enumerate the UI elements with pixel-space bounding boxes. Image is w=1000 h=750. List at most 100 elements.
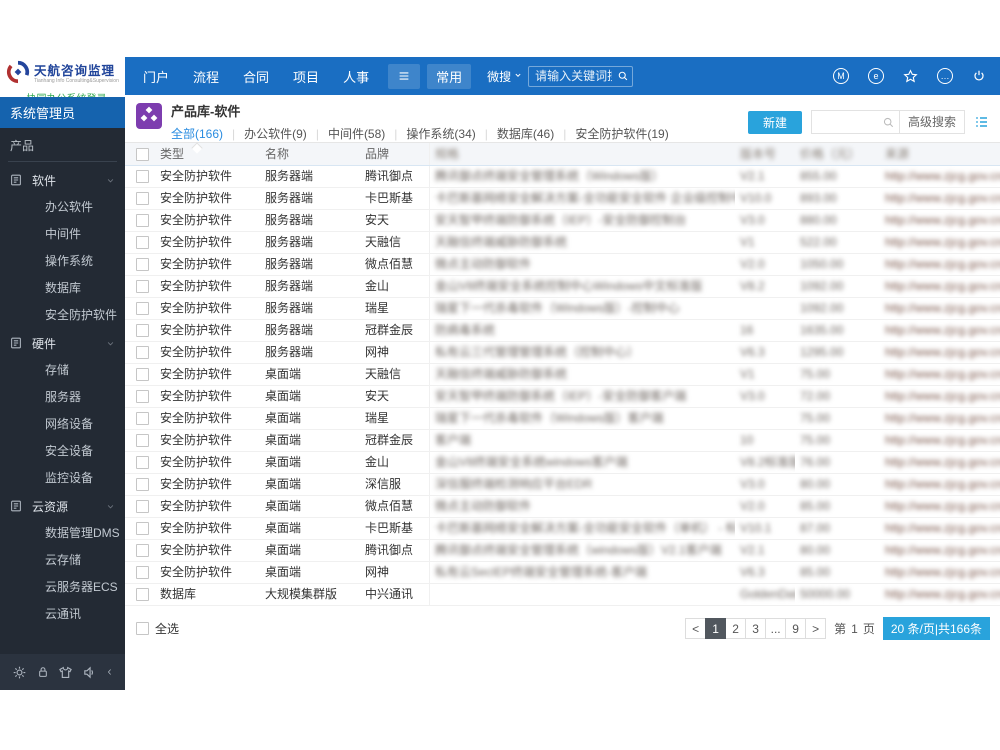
row-checkbox[interactable] xyxy=(136,236,149,249)
row-checkbox[interactable] xyxy=(136,280,149,293)
row-checkbox[interactable] xyxy=(136,324,149,337)
sidebar-group[interactable]: 云资源 xyxy=(0,492,125,520)
list-view-icon[interactable] xyxy=(974,114,990,130)
tab-category[interactable]: 中间件(58) xyxy=(327,127,386,141)
select-all-checkbox[interactable] xyxy=(136,622,149,635)
page-button[interactable]: 2 xyxy=(725,618,747,639)
table-row[interactable]: 安全防护软件 服务器端 瑞星 瑞星下一代杀毒软件（Windows版）-控制中心 1092… xyxy=(125,298,1000,320)
sidebar-item[interactable]: 操作系统 xyxy=(45,254,94,268)
table-row[interactable]: 安全防护软件 桌面端 卡巴斯基 卡巴斯基网络安全解决方案-全功能安全软件（单机） - … xyxy=(125,518,1000,540)
header-checkbox[interactable] xyxy=(136,147,149,161)
row-checkbox[interactable] xyxy=(136,258,149,271)
prev-page-button[interactable]: < xyxy=(685,618,707,639)
select-all[interactable]: 全选 xyxy=(136,620,179,637)
table-row[interactable]: 安全防护软件 服务器端 金山 金山V8终端安全系统控制中心Windows中文标准版 V8… xyxy=(125,276,1000,298)
tab-category[interactable]: 数据库(46) xyxy=(496,127,555,141)
row-checkbox[interactable] xyxy=(136,544,149,557)
sidebar-item[interactable]: 办公软件 xyxy=(45,200,94,214)
tab-category[interactable]: 办公软件(9) xyxy=(244,127,307,141)
message-circle-icon[interactable]: e xyxy=(868,68,884,84)
sidebar-item[interactable]: 安全防护软件 xyxy=(45,308,118,322)
table-row[interactable]: 安全防护软件 桌面端 深信服 深信服终端检测响应平台EDR V3.0 80.00 http:… xyxy=(125,474,1000,496)
sidebar-item[interactable]: 数据管理DMS xyxy=(45,526,120,540)
global-search-input[interactable] xyxy=(528,65,634,87)
sidebar-item[interactable]: 中间件 xyxy=(45,227,82,241)
top-menu-item[interactable]: 合同 xyxy=(243,69,270,85)
top-menu-item[interactable]: 项目 xyxy=(293,69,320,85)
sidebar-item[interactable]: 监控设备 xyxy=(45,471,94,485)
gear-icon[interactable] xyxy=(12,665,27,680)
table-row[interactable]: 安全防护软件 桌面端 安天 安天智甲终端防御系统（IEP）-安全防御客户端 V3.0 72… xyxy=(125,386,1000,408)
jump-page-value[interactable]: 1 xyxy=(851,621,858,636)
sidebar-item[interactable]: 云服务器ECS xyxy=(45,580,118,594)
row-checkbox[interactable] xyxy=(136,192,149,205)
search-scope-dropdown[interactable]: 微搜 xyxy=(487,68,523,85)
more-circle-icon[interactable]: … xyxy=(937,68,953,84)
row-checkbox[interactable] xyxy=(136,346,149,359)
table-search-input[interactable] xyxy=(811,112,882,132)
table-search-icon[interactable] xyxy=(882,116,899,129)
new-button[interactable]: 新建 xyxy=(747,110,802,134)
row-checkbox[interactable] xyxy=(136,478,149,491)
lock-icon[interactable] xyxy=(36,665,50,679)
power-icon[interactable] xyxy=(972,69,986,83)
table-row[interactable]: 安全防护软件 服务器端 天融信 天融信终端威胁防御系统 V1 522.00 http://w… xyxy=(125,232,1000,254)
table-row[interactable]: 数据库大规模集群版中兴通讯GoldenData v...50000.00http… xyxy=(125,584,1000,606)
row-checkbox[interactable] xyxy=(136,522,149,535)
table-row[interactable]: 安全防护软件 服务器端 卡巴斯基 卡巴斯基网络安全解决方案-全功能安全软件 企业级控制… xyxy=(125,188,1000,210)
tab-category[interactable]: 全部(166) xyxy=(171,127,224,141)
table-row[interactable]: 安全防护软件 桌面端 金山 金山V8终端安全系统windows客户端 V8.2标准版 76… xyxy=(125,452,1000,474)
m-circle-icon[interactable]: M xyxy=(833,68,849,84)
row-checkbox[interactable] xyxy=(136,566,149,579)
row-checkbox[interactable] xyxy=(136,214,149,227)
row-checkbox[interactable] xyxy=(136,588,149,601)
table-row[interactable]: 安全防护软件 桌面端 冠群金辰 客户端 10 75.00 http://www.zjcg.g… xyxy=(125,430,1000,452)
sidebar-item[interactable]: 存储 xyxy=(45,363,70,377)
top-menu-item[interactable]: 人事 xyxy=(343,69,370,85)
shirt-icon[interactable] xyxy=(58,665,73,680)
table-row[interactable]: 安全防护软件 服务器端 安天 安天智甲终端防御系统（IEP）-安全防御控制台 V3.0 8… xyxy=(125,210,1000,232)
top-menu-item[interactable]: 流程 xyxy=(193,69,220,85)
sidebar-role-header[interactable]: 系统管理员 xyxy=(0,97,125,128)
row-checkbox[interactable] xyxy=(136,368,149,381)
page-button[interactable]: 1 xyxy=(705,618,727,639)
page-button[interactable]: 3 xyxy=(745,618,767,639)
table-row[interactable]: 安全防护软件 服务器端 冠群金辰 防病毒系统 16 1635.00 http://www.z… xyxy=(125,320,1000,342)
sidebar-item[interactable]: 数据库 xyxy=(45,281,82,295)
per-page-badge[interactable]: 20 条/页|共166条 xyxy=(882,617,990,640)
table-row[interactable]: 安全防护软件 桌面端 瑞星 瑞星下一代杀毒软件（Windows版）客户端 75.00 ht… xyxy=(125,408,1000,430)
row-checkbox[interactable] xyxy=(136,170,149,183)
table-row[interactable]: 安全防护软件 服务器端 微点佰慧 微点主动防御软件 V2.0 1050.00 http://… xyxy=(125,254,1000,276)
table-row[interactable]: 安全防护软件 桌面端 网神 私有云SecIEP终端安全管理系统-客户端 V6.3 85.0… xyxy=(125,562,1000,584)
sidebar-item[interactable]: 网络设备 xyxy=(45,417,94,431)
row-checkbox[interactable] xyxy=(136,500,149,513)
sidebar-item[interactable]: 云通讯 xyxy=(45,607,82,621)
table-row[interactable]: 安全防护软件 服务器端 网神 私有云三代管理管理系统（控制中心） V6.3 1295.00… xyxy=(125,342,1000,364)
top-menu-item-favorites[interactable]: 常用 xyxy=(427,63,472,89)
tab-category[interactable]: 操作系统(34) xyxy=(406,127,476,141)
table-row[interactable]: 安全防护软件 服务器端 腾讯御点 腾讯御点终端安全管理系统（Windows版） V2.1… xyxy=(125,166,1000,188)
sidebar-item[interactable]: 云存储 xyxy=(45,553,82,567)
search-icon[interactable] xyxy=(617,70,629,82)
row-checkbox[interactable] xyxy=(136,390,149,403)
row-checkbox[interactable] xyxy=(136,302,149,315)
sidebar-group[interactable]: 硬件 xyxy=(0,329,125,357)
sidebar-item[interactable]: 服务器 xyxy=(45,390,82,404)
table-row[interactable]: 安全防护软件 桌面端 天融信 天融信终端威胁防御系统 V1 75.00 http://www… xyxy=(125,364,1000,386)
row-checkbox[interactable] xyxy=(136,434,149,447)
top-menu-item[interactable]: 门户 xyxy=(143,69,170,85)
row-checkbox[interactable] xyxy=(136,412,149,425)
page-button[interactable]: 9 xyxy=(785,618,807,639)
table-row[interactable]: 安全防护软件 桌面端 微点佰慧 微点主动防御软件 V2.0 85.00 http://www… xyxy=(125,496,1000,518)
speaker-icon[interactable] xyxy=(82,665,97,680)
tab-category[interactable]: 安全防护软件(19) xyxy=(575,127,669,141)
advanced-search-button[interactable]: 高级搜索 xyxy=(898,111,964,133)
sidebar-group[interactable]: 软件 xyxy=(0,166,125,194)
collapse-arrow-icon[interactable] xyxy=(105,667,115,677)
star-icon[interactable] xyxy=(903,68,918,84)
sidebar-item[interactable]: 安全设备 xyxy=(45,444,94,458)
row-checkbox[interactable] xyxy=(136,456,149,469)
apps-menu-button[interactable] xyxy=(388,63,421,89)
next-page-button[interactable]: > xyxy=(805,618,827,639)
table-row[interactable]: 安全防护软件 桌面端 腾讯御点 腾讯御点终端安全管理系统（windows版）V2.1客… xyxy=(125,540,1000,562)
